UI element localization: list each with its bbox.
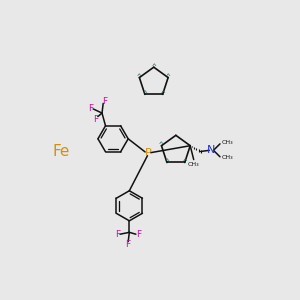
Text: CH₃: CH₃ <box>221 155 233 160</box>
Text: ^: ^ <box>182 158 187 167</box>
Text: ^: ^ <box>159 141 164 150</box>
Text: F: F <box>88 104 93 113</box>
Text: F: F <box>102 97 107 106</box>
Text: ^: ^ <box>166 73 170 82</box>
Text: ^: ^ <box>160 90 165 99</box>
Text: ^: ^ <box>142 90 147 99</box>
Text: F: F <box>115 230 120 239</box>
Text: ^: ^ <box>137 73 142 82</box>
Text: F: F <box>126 240 131 249</box>
Text: Fe: Fe <box>52 144 69 159</box>
Text: ^: ^ <box>152 63 156 72</box>
Text: F: F <box>93 115 98 124</box>
Text: ^: ^ <box>165 158 169 167</box>
Text: CH₃: CH₃ <box>188 162 200 167</box>
Text: P: P <box>145 148 151 158</box>
Text: N: N <box>207 145 215 155</box>
Text: CH₃: CH₃ <box>221 140 233 146</box>
Text: F: F <box>136 230 141 239</box>
